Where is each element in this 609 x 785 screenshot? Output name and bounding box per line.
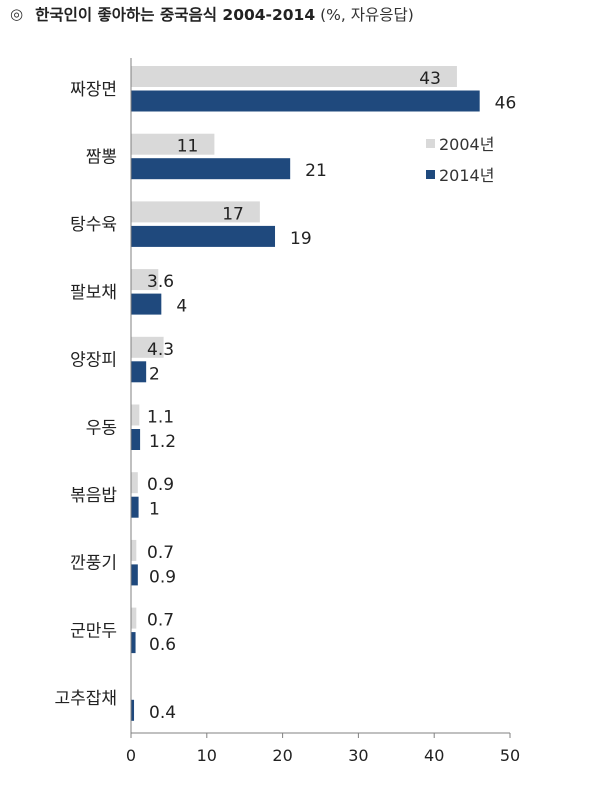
chart-title: 한국인이 좋아하는 중국음식 2004-2014 xyxy=(35,6,316,24)
value-label-2004: 1.1 xyxy=(147,408,174,428)
value-label-2014: 2 xyxy=(149,364,160,384)
x-tick-label: 30 xyxy=(348,746,368,765)
value-label-2004: 43 xyxy=(419,69,441,89)
value-label-2004: 3.6 xyxy=(147,272,174,292)
legend-swatch-2004 xyxy=(426,139,435,148)
category-label: 군만두 xyxy=(70,621,117,641)
bar-2004 xyxy=(131,472,138,494)
value-label-2004: 17 xyxy=(222,204,244,224)
category-label: 고추잡채 xyxy=(54,689,117,709)
value-label-2004: 0.9 xyxy=(147,475,174,495)
bar-2014 xyxy=(131,632,136,654)
legend-label-2004: 2004년 xyxy=(439,135,494,154)
bar-2014 xyxy=(131,158,291,180)
value-label-2014: 0.4 xyxy=(149,703,176,723)
bar-2014 xyxy=(131,429,141,450)
x-tick-label: 0 xyxy=(126,746,136,765)
value-label-2014: 1 xyxy=(149,500,160,520)
category-label: 깐풍기 xyxy=(70,554,117,574)
bar-2014 xyxy=(131,564,138,586)
title-bullet-icon: ◎ xyxy=(10,5,24,23)
bar-2004 xyxy=(131,336,164,358)
category-label: 우동 xyxy=(86,418,117,438)
bar-2004 xyxy=(131,133,215,155)
category-label: 볶음밥 xyxy=(70,486,117,506)
value-label-2014: 0.9 xyxy=(149,567,176,587)
category-label: 짬뽕 xyxy=(86,147,117,167)
bar-2014 xyxy=(131,293,162,315)
value-label-2004: 4.3 xyxy=(147,340,174,360)
value-label-2014: 0.6 xyxy=(149,635,176,655)
category-label: 양장피 xyxy=(70,351,117,371)
bar-2014 xyxy=(131,496,139,518)
bar-2004 xyxy=(131,269,159,291)
category-label: 짜장면 xyxy=(70,80,117,100)
value-label-2014: 21 xyxy=(305,161,327,181)
bar-2004 xyxy=(131,201,260,223)
chart-title-row: ◎ 한국인이 좋아하는 중국음식 2004-2014 (%, 자유응답) xyxy=(10,2,414,26)
value-label-2014: 4 xyxy=(176,297,187,317)
bar-2004 xyxy=(131,404,140,426)
x-tick-label: 50 xyxy=(500,746,520,765)
legend-swatch-2014 xyxy=(426,170,435,179)
bar-2004 xyxy=(131,66,457,87)
x-tick-label: 10 xyxy=(197,746,217,765)
value-label-2004: 0.7 xyxy=(147,611,174,631)
value-label-2014: 19 xyxy=(290,229,312,249)
bar-2014 xyxy=(131,699,135,721)
bar-2004 xyxy=(131,607,137,629)
legend-label-2014: 2014년 xyxy=(439,166,494,185)
bar-2014 xyxy=(131,90,480,112)
bar-2014 xyxy=(131,225,276,247)
bar-2004 xyxy=(131,539,137,561)
value-label-2014: 46 xyxy=(495,94,517,114)
x-tick-label: 40 xyxy=(424,746,444,765)
chart-subtitle: (%, 자유응답) xyxy=(320,6,414,24)
x-tick-label: 20 xyxy=(272,746,292,765)
category-label: 탕수육 xyxy=(70,215,117,235)
value-label-2004: 11 xyxy=(177,137,199,157)
value-label-2014: 1.2 xyxy=(149,432,176,452)
category-label: 팔보채 xyxy=(70,283,117,303)
bar-2014 xyxy=(131,361,147,383)
value-label-2004: 0.7 xyxy=(147,543,174,563)
